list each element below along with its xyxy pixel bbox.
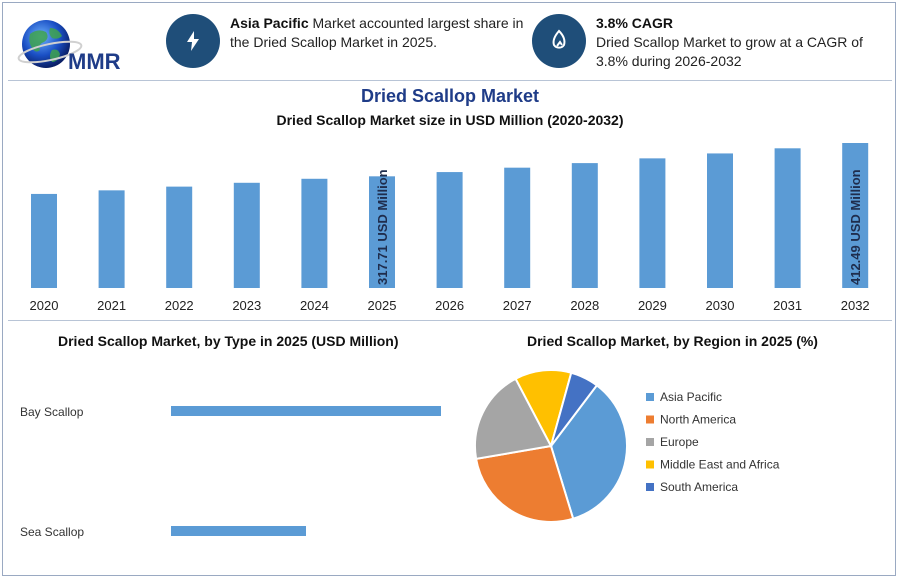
legend-swatch: [646, 483, 654, 491]
x-tick-label: 2023: [232, 298, 261, 313]
type-bar: [171, 526, 306, 536]
info-cagr: 3.8% CAGR Dried Scallop Market to grow at…: [532, 14, 872, 71]
x-tick-label: 2028: [570, 298, 599, 313]
bar-2020: [31, 193, 57, 288]
x-tick-label: 2026: [435, 298, 464, 313]
type-label: Bay Scallop: [20, 405, 84, 419]
bar-2032: [842, 143, 869, 288]
x-tick-label: 2024: [300, 298, 329, 313]
bar-2022: [166, 186, 193, 288]
x-tick-label: 2022: [165, 298, 194, 313]
header-divider: [8, 80, 892, 81]
legend-label: Middle East and Africa: [660, 458, 780, 472]
info-asia-pacific: Asia Pacific Market accounted largest sh…: [166, 14, 526, 68]
type-chart-title: Dried Scallop Market, by Type in 2025 (U…: [58, 333, 399, 349]
bar-2027: [504, 167, 531, 288]
globe-logo-icon: MMR: [17, 20, 121, 74]
info-cagr-text: 3.8% CAGR Dried Scallop Market to grow at…: [596, 15, 863, 69]
legend-label: Europe: [660, 435, 699, 449]
legend-label: North America: [660, 413, 736, 427]
bar-2024: [301, 178, 328, 288]
legend-label: Asia Pacific: [660, 390, 722, 404]
type-label: Sea Scallop: [20, 525, 84, 539]
legend-swatch: [646, 460, 654, 469]
bar-2025: [369, 176, 395, 288]
pie-chart: Asia Pacific North America Europe Middle Ea…: [474, 369, 780, 523]
pie-slice-north-america: [474, 444, 575, 523]
lightning-icon: [166, 14, 220, 68]
x-tick-label: 2030: [706, 298, 735, 313]
legend-swatch: [646, 393, 654, 401]
growth-icon: [532, 14, 586, 68]
pie-slice-south-america: [550, 371, 599, 447]
bar-2030: [707, 153, 733, 288]
bar-2021: [98, 190, 125, 288]
bar-2023: [233, 182, 260, 288]
legend-swatch: [646, 415, 654, 424]
main-title: Dried Scallop Market: [360, 86, 540, 106]
bar-chart-title: Dried Scallop Market size in USD Million…: [276, 112, 624, 128]
info-asia-pacific-text: Asia Pacific Market accounted largest sh…: [230, 15, 524, 50]
bar-annotation: 412.49 USD Million: [848, 169, 863, 285]
type-bar: [171, 406, 441, 416]
bar-2026: [436, 172, 463, 288]
type-chart: Bay Scallop Sea Scallop: [20, 405, 441, 539]
pie-slice-europe: [474, 377, 553, 461]
bar-2028: [571, 163, 598, 288]
pie-slice-asia-pacific: [549, 383, 628, 520]
x-tick-label: 2029: [638, 298, 667, 313]
section-divider: [8, 320, 892, 321]
x-tick-label: 2021: [97, 298, 126, 313]
logo-text: MMR: [68, 49, 121, 74]
pie-chart-title: Dried Scallop Market, by Region in 2025 …: [527, 333, 818, 349]
x-tick-label: 2032: [841, 298, 870, 313]
bar-annotation: 317.71 USD Million: [375, 169, 390, 285]
legend-swatch: [646, 438, 654, 446]
x-tick-label: 2031: [773, 298, 802, 313]
bar-2031: [774, 148, 801, 288]
bar-chart: 2020 2021 2022 2023 2024 2025 2026 2027 2028 2029…: [30, 143, 870, 313]
x-tick-label: 2027: [503, 298, 532, 313]
x-tick-label: 2025: [368, 298, 397, 313]
legend-label: South America: [660, 480, 738, 494]
x-tick-label: 2020: [30, 298, 59, 313]
bar-2029: [639, 158, 666, 288]
mmr-logo: MMR: [16, 16, 146, 80]
